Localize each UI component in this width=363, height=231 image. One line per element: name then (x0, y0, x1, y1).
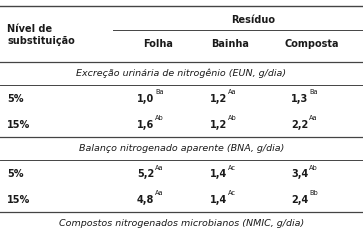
Text: Ab: Ab (309, 164, 318, 170)
Text: Ab: Ab (228, 115, 236, 121)
Text: Aa: Aa (309, 115, 318, 121)
Text: Ab: Ab (155, 115, 164, 121)
Text: 1,0: 1,0 (137, 93, 154, 103)
Text: 15%: 15% (7, 119, 30, 129)
Text: Bainha: Bainha (212, 39, 249, 49)
Text: 1,6: 1,6 (137, 119, 154, 129)
Text: 5%: 5% (7, 168, 24, 178)
Text: 4,8: 4,8 (137, 194, 154, 204)
Text: Bb: Bb (309, 190, 318, 196)
Text: Composta: Composta (285, 39, 339, 49)
Text: 1,3: 1,3 (291, 93, 309, 103)
Text: Aa: Aa (228, 89, 236, 95)
Text: Nível de
substituição: Nível de substituição (7, 24, 75, 46)
Text: 1,4: 1,4 (209, 168, 227, 178)
Text: Ac: Ac (228, 190, 236, 196)
Text: 15%: 15% (7, 194, 30, 204)
Text: Ba: Ba (155, 89, 164, 95)
Text: 2,4: 2,4 (291, 194, 309, 204)
Text: 1,2: 1,2 (209, 119, 227, 129)
Text: 5,2: 5,2 (137, 168, 154, 178)
Text: Balanço nitrogenado aparente (BNA, g/dia): Balanço nitrogenado aparente (BNA, g/dia… (79, 143, 284, 152)
Text: 1,4: 1,4 (209, 194, 227, 204)
Text: Compostos nitrogenados microbianos (NMIC, g/dia): Compostos nitrogenados microbianos (NMIC… (59, 218, 304, 227)
Text: 1,2: 1,2 (209, 93, 227, 103)
Text: Folha: Folha (143, 39, 173, 49)
Text: Aa: Aa (155, 164, 164, 170)
Text: Resíduo: Resíduo (231, 15, 275, 25)
Text: Excreção urinária de nitrogênio (EUN, g/dia): Excreção urinária de nitrogênio (EUN, g/… (77, 68, 286, 77)
Text: Ba: Ba (309, 89, 318, 95)
Text: 3,4: 3,4 (291, 168, 309, 178)
Text: Ac: Ac (228, 164, 236, 170)
Text: 2,2: 2,2 (291, 119, 309, 129)
Text: 5%: 5% (7, 93, 24, 103)
Text: Aa: Aa (155, 190, 164, 196)
